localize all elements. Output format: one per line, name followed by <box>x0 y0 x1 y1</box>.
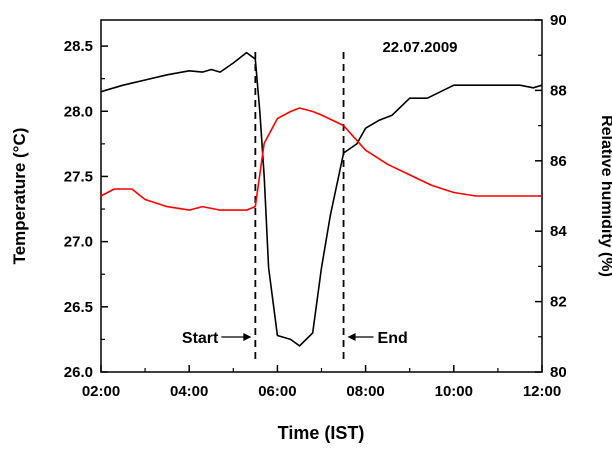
x-axis-label: Time (IST) <box>278 423 365 443</box>
y-right-tick-label: 90 <box>550 12 567 29</box>
marker-arrowhead <box>243 333 252 341</box>
x-tick-label: 02:00 <box>82 383 120 400</box>
marker-label: Start <box>182 330 219 347</box>
temperature-series-line <box>100 51 543 347</box>
bottom-axis-ticks: 02:00 04:00 06:00 08:00 10:00 12:00 <box>82 365 561 400</box>
y-axis-right-label: Relative humidity (%) <box>598 115 612 277</box>
x-tick-label: 04:00 <box>170 383 208 400</box>
y-right-tick-label: 80 <box>550 364 567 381</box>
y-right-tick-label: 88 <box>550 82 567 99</box>
x-tick-label: 06:00 <box>258 383 296 400</box>
marker-arrowhead <box>347 333 356 341</box>
marker-label: End <box>378 330 408 347</box>
y-left-tick-label: 28.0 <box>64 103 93 120</box>
y-left-tick-label: 27.5 <box>64 168 93 185</box>
y-right-tick-label: 86 <box>550 153 567 170</box>
annotation-date: 22.07.2009 <box>382 39 457 56</box>
x-tick-label: 10:00 <box>435 383 473 400</box>
x-tick-label: 08:00 <box>346 383 384 400</box>
y-left-tick-label: 27.0 <box>64 234 93 251</box>
humidity-series-line <box>100 107 542 211</box>
y-left-tick-label: 26.5 <box>64 299 93 316</box>
y-axis-left-label: Temperature (°C) <box>10 128 29 265</box>
y-left-tick-label: 26.0 <box>64 364 93 381</box>
y-left-tick-label: 28.5 <box>64 38 93 55</box>
left-axis-ticks: 26.0 26.5 27.0 27.5 28.0 28.5 <box>64 38 108 381</box>
y-right-tick-label: 82 <box>550 294 567 311</box>
x-tick-label: 12:00 <box>523 383 561 400</box>
y-right-tick-label: 84 <box>550 223 567 240</box>
right-axis-ticks: 80 82 84 86 88 90 <box>535 12 567 381</box>
series-layer <box>100 51 543 347</box>
event-markers: Start End <box>182 52 408 362</box>
